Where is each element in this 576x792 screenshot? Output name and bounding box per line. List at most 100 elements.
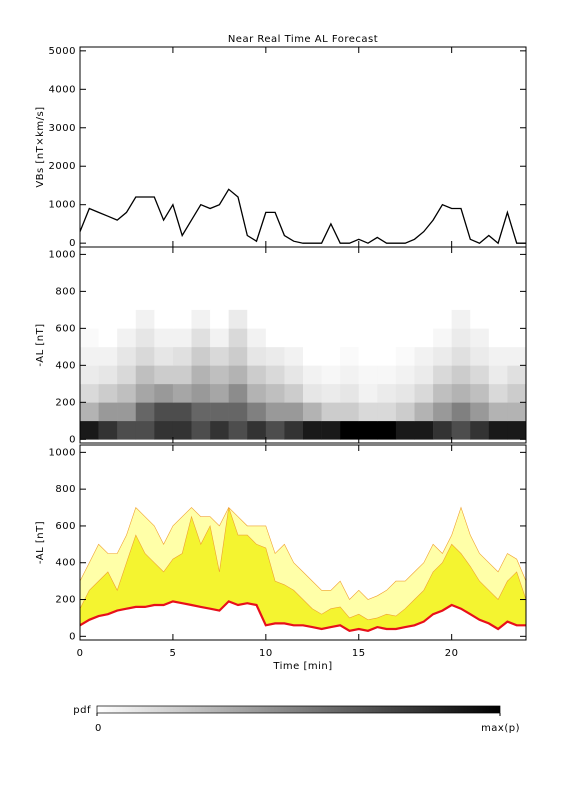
heat-cell: [284, 346, 304, 366]
heat-cell: [265, 383, 285, 403]
y-tick-label: 2000: [49, 161, 76, 172]
y-axis-label: -AL [nT]: [35, 521, 46, 564]
y-axis-label: VBs [nT×km/s]: [35, 106, 46, 187]
heat-cell: [284, 402, 304, 422]
y-tick-label: 0: [69, 434, 76, 445]
heat-cell: [172, 309, 192, 329]
heat-cell: [340, 420, 360, 440]
heat-cell: [451, 383, 471, 403]
heat-cell: [80, 420, 99, 440]
heat-cell: [470, 402, 490, 422]
heat-cell: [488, 346, 508, 366]
heat-cell: [247, 420, 267, 440]
heat-cell: [154, 383, 174, 403]
heat-cell: [80, 383, 99, 403]
heat-cell: [210, 383, 229, 403]
heat-cell: [451, 365, 471, 385]
heat-cell: [340, 365, 360, 385]
heat-cell: [135, 402, 155, 422]
y-tick-label: 800: [55, 286, 76, 297]
heat-cell: [303, 402, 322, 422]
heat-cell: [321, 383, 341, 403]
heat-cell: [265, 402, 285, 422]
heat-cell: [135, 383, 155, 403]
heat-cell: [228, 420, 248, 440]
heat-cell: [172, 328, 192, 348]
heat-cell: [80, 309, 99, 329]
heat-cell: [488, 365, 508, 385]
heat-cell: [98, 346, 118, 366]
x-tick-label: 0: [77, 648, 84, 659]
heat-cell: [358, 365, 378, 385]
heat-cell: [210, 328, 229, 348]
colorbar-label: pdf: [73, 705, 91, 716]
heat-cell: [470, 365, 490, 385]
heat-cell: [135, 309, 155, 329]
y-tick-label: 600: [55, 323, 76, 334]
x-tick-label: 10: [259, 648, 273, 659]
y-tick-label: 600: [55, 521, 76, 532]
heat-cell: [414, 420, 434, 440]
heat-cell: [191, 328, 211, 348]
heat-cell: [284, 383, 304, 403]
heat-cell: [303, 365, 322, 385]
y-tick-label: 400: [55, 360, 76, 371]
heat-cell: [303, 309, 322, 329]
heat-cell: [172, 402, 192, 422]
heat-cell: [265, 365, 285, 385]
heat-cell: [191, 309, 211, 329]
heat-cell: [117, 365, 137, 385]
y-tick-label: 1000: [49, 447, 76, 458]
y-tick-label: 4000: [49, 84, 76, 95]
heat-cell: [358, 346, 378, 366]
heat-cell: [303, 346, 322, 366]
heat-cell: [135, 420, 155, 440]
heat-cell: [135, 365, 155, 385]
heat-cell: [470, 328, 490, 348]
y-tick-label: 5000: [49, 46, 76, 57]
heat-cell: [451, 420, 471, 440]
heat-cell: [247, 383, 267, 403]
heat-cell: [210, 346, 229, 366]
heat-cell: [433, 402, 452, 422]
data-line: [79, 188, 526, 245]
x-tick-label: 5: [169, 648, 176, 659]
heat-cell: [154, 365, 174, 385]
heat-cell: [470, 309, 490, 329]
heat-cell: [395, 420, 415, 440]
heat-cell: [433, 328, 452, 348]
heat-cell: [321, 402, 341, 422]
heat-cell: [98, 402, 118, 422]
heat-cell: [98, 420, 118, 440]
heat-cell: [321, 420, 341, 440]
heat-cell: [470, 383, 490, 403]
heat-cell: [80, 365, 99, 385]
colorbar-tick-label: 0: [95, 723, 102, 734]
y-tick-label: 0: [69, 631, 76, 642]
heat-cell: [451, 309, 471, 329]
heat-cell: [507, 365, 527, 385]
heat-cell: [377, 383, 397, 403]
heat-cell: [451, 346, 471, 366]
heat-cell: [395, 309, 415, 329]
heat-cell: [414, 309, 434, 329]
heat-cell: [80, 346, 99, 366]
heat-cell: [210, 402, 229, 422]
heat-cell: [377, 346, 397, 366]
heat-cell: [303, 383, 322, 403]
y-tick-label: 1000: [49, 200, 76, 211]
heat-cell: [191, 383, 211, 403]
heat-cell: [247, 346, 267, 366]
x-tick-label: 15: [352, 648, 366, 659]
heat-cell: [117, 346, 137, 366]
heat-cell: [340, 328, 360, 348]
heat-cell: [358, 309, 378, 329]
heat-cell: [80, 328, 99, 348]
heat-cell: [377, 402, 397, 422]
heat-cell: [303, 328, 322, 348]
heat-cell: [154, 420, 174, 440]
heat-cell: [433, 309, 452, 329]
heat-cell: [154, 309, 174, 329]
heat-cell: [507, 383, 527, 403]
heat-cell: [154, 346, 174, 366]
